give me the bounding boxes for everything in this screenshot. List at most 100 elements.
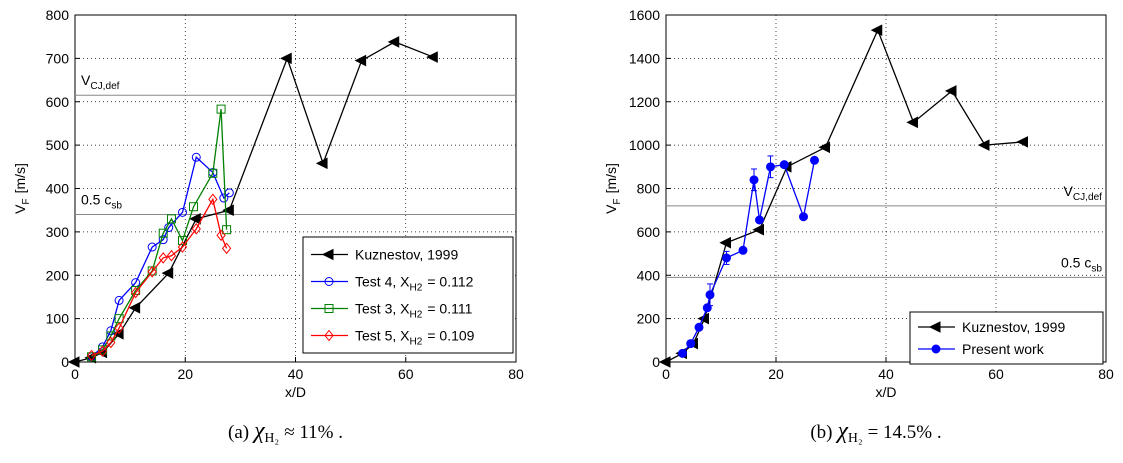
marker: [354, 54, 367, 67]
x-tick-label: 40: [288, 366, 304, 382]
y-axis-label-part: [m/s]: [603, 163, 619, 193]
reference-label-part: V: [81, 72, 91, 88]
x-axis-label-part: x/D: [876, 384, 897, 400]
marker: [128, 301, 141, 314]
legend-label-part: = 0.111: [427, 301, 472, 317]
legend-label: Kuznestov, 1999: [355, 247, 458, 263]
marker: [191, 223, 201, 235]
marker: [755, 215, 764, 225]
y-tick-label: 100: [46, 311, 70, 327]
legend-marker: [324, 329, 334, 342]
y-tick-label: 200: [637, 311, 661, 327]
legend-label-part: Test 4, X: [355, 274, 410, 290]
marker: [799, 212, 808, 222]
y-tick-label: 600: [46, 94, 70, 110]
legend-label-part: = 0.112: [427, 274, 473, 290]
marker: [752, 223, 764, 236]
reference-label-part: 0.5 c: [1061, 254, 1091, 270]
x-tick-label: 60: [988, 366, 1004, 382]
marker: [158, 252, 168, 264]
legend-label-part: Test 5, X: [355, 328, 410, 344]
reference-label: VCJ,def: [81, 72, 120, 92]
marker: [86, 349, 97, 362]
x-tick-label: 20: [768, 366, 784, 382]
marker: [166, 214, 176, 224]
y-tick-label: 0: [652, 354, 660, 370]
marker: [686, 339, 696, 349]
legend-box: [909, 311, 1104, 365]
caption-part: = 14.5% .: [868, 422, 942, 443]
x-tick-label: 80: [1098, 366, 1114, 382]
caption-part: χ: [252, 418, 265, 444]
y-tick-label: 800: [46, 7, 70, 23]
marker: [719, 236, 731, 249]
marker: [426, 51, 438, 63]
marker: [166, 249, 177, 262]
legend-label: Present work: [962, 341, 1045, 357]
y-tick-label: 300: [46, 224, 70, 240]
reference-label: 0.5 csb: [81, 192, 122, 212]
marker: [944, 85, 957, 97]
reference-label-part: 0.5 c: [81, 192, 111, 208]
marker: [189, 213, 201, 225]
x-tick-label: 0: [662, 366, 670, 382]
marker: [315, 157, 328, 170]
y-tick-label: 600: [637, 224, 661, 240]
marker: [705, 290, 715, 300]
reference-label: 0.5 csb: [1061, 254, 1102, 274]
marker: [722, 253, 731, 263]
legend-marker: [928, 321, 941, 333]
y-tick-label: 1000: [629, 137, 660, 153]
marker: [158, 235, 168, 245]
x-tick-label: 40: [878, 366, 894, 382]
marker: [818, 141, 830, 154]
marker: [779, 160, 789, 170]
y-axis-label-part: V: [603, 204, 619, 214]
marker: [221, 242, 232, 255]
marker: [222, 204, 234, 216]
y-tick-label: 0: [61, 354, 69, 370]
y-axis-label: VF [m/s]: [603, 163, 623, 214]
reference-label-part: CJ,def: [1073, 192, 1102, 203]
chart: 0 20 40 60 8002004006008001000120014001600VC…: [603, 7, 1114, 445]
caption-part: (b): [810, 422, 832, 443]
x-axis-label: x/D: [876, 384, 897, 400]
caption: (a) χH₂ ≈ 11% .: [228, 418, 343, 445]
y-tick-label: 1400: [629, 50, 660, 66]
marker: [189, 202, 199, 212]
legend-label: Test 4, XH2 = 0.112: [355, 274, 474, 294]
marker: [216, 229, 226, 242]
legend-label: Kuznestov, 1999: [962, 319, 1065, 335]
marker: [738, 245, 748, 255]
x-axis-label-part: x/D: [285, 384, 306, 400]
legend-label-part: Test 3, X: [355, 301, 410, 317]
marker: [280, 52, 292, 65]
marker: [977, 139, 990, 151]
legend-marker: [324, 277, 334, 286]
legend-label-part: = 0.109: [427, 328, 474, 344]
marker: [67, 356, 80, 368]
y-axis-label: VF [m/s]: [12, 163, 32, 214]
legend-label-part: H2: [409, 310, 422, 321]
caption: (b) χH₂ = 14.5% .: [810, 418, 941, 445]
marker: [222, 225, 232, 235]
y-tick-label: 1200: [629, 94, 660, 110]
marker: [114, 322, 124, 334]
caption-part: H₂: [848, 430, 863, 445]
series-line: [91, 197, 228, 357]
marker: [191, 152, 201, 162]
x-tick-label: 20: [177, 366, 193, 382]
marker: [694, 322, 704, 332]
x-axis-label: x/D: [285, 384, 306, 400]
marker: [658, 356, 671, 368]
marker: [177, 236, 187, 246]
marker: [766, 162, 775, 172]
marker: [208, 193, 218, 206]
marker: [678, 348, 687, 358]
marker: [216, 104, 226, 114]
y-tick-label: 400: [637, 267, 661, 283]
caption-part: χ: [836, 418, 849, 444]
marker: [131, 285, 141, 295]
legend-marker: [324, 304, 334, 313]
